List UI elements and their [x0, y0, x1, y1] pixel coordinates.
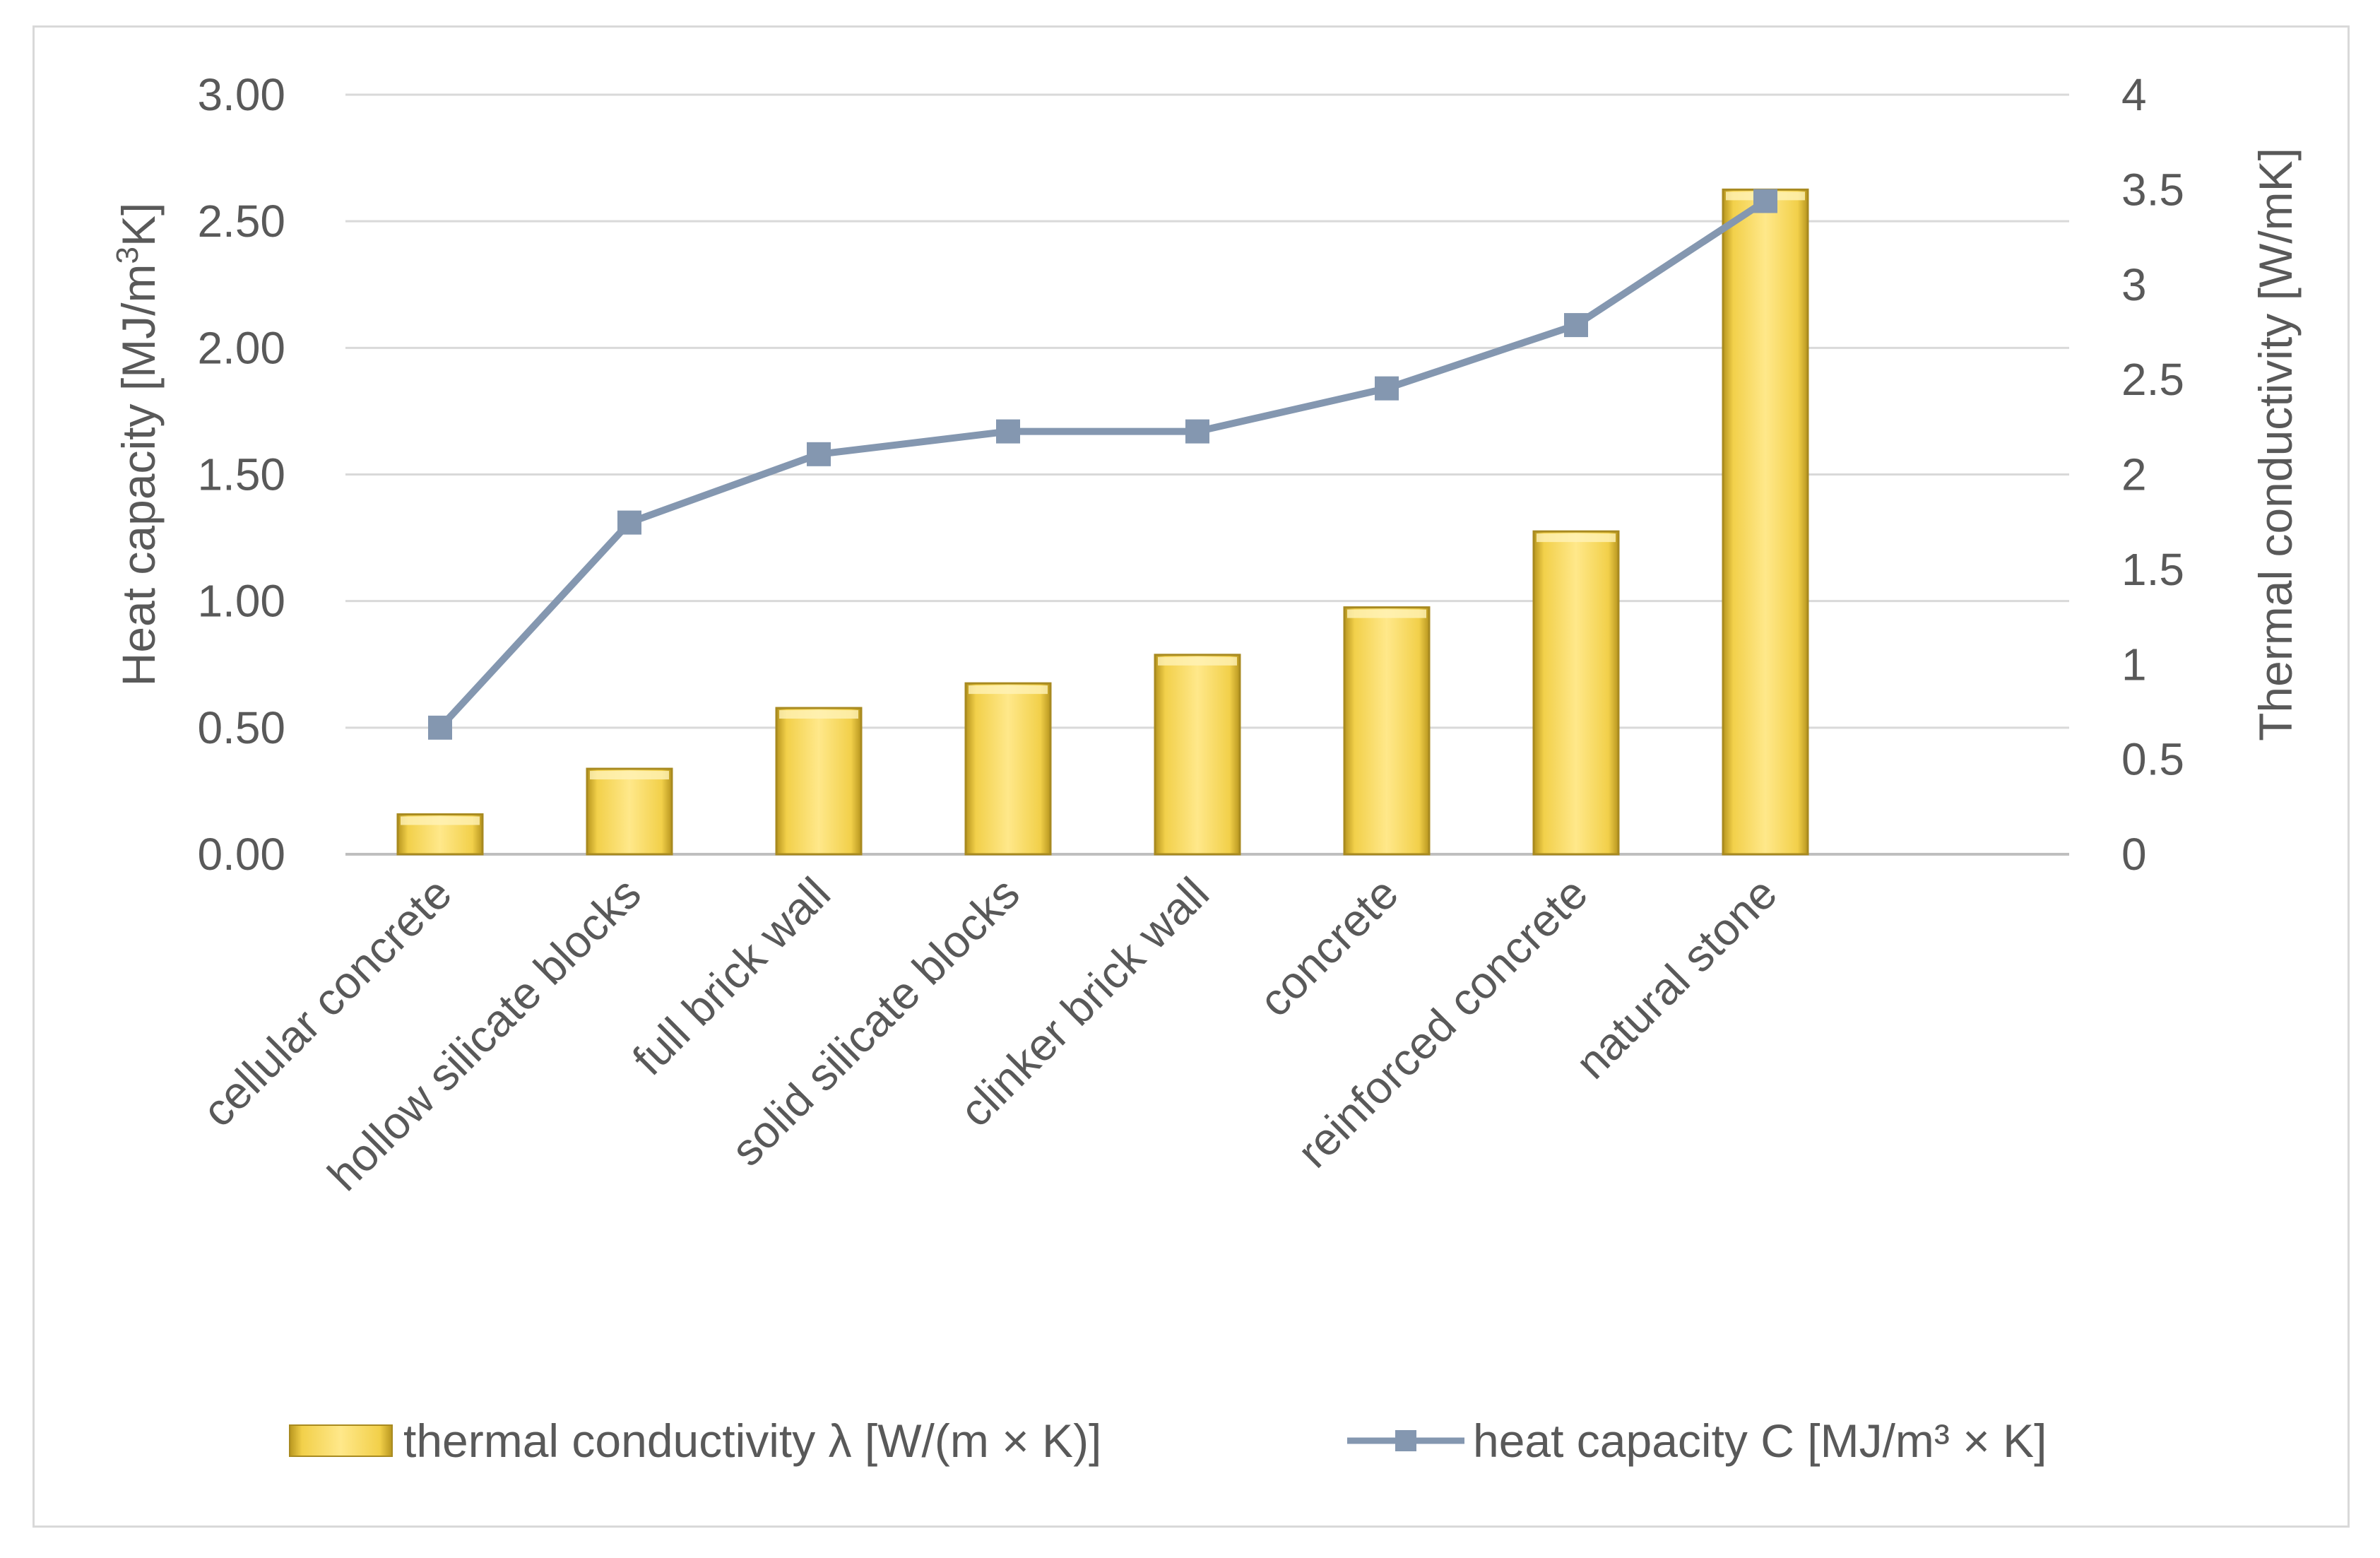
bar-highlight: [590, 771, 669, 780]
right-axis-title: Thermal conductivity [W/mK]: [2249, 148, 2302, 741]
bar: [586, 767, 673, 856]
right-tick-label: 4: [2121, 69, 2147, 120]
right-tick-label: 2.5: [2121, 354, 2184, 405]
bar-group: [1532, 530, 1620, 856]
bar-group: [1343, 606, 1431, 856]
bar-group: [396, 813, 484, 856]
bar: [775, 707, 863, 856]
bar-group: [964, 682, 1052, 856]
category-label: natural stone: [1565, 868, 1787, 1089]
right-tick-label: 2: [2121, 449, 2147, 500]
right-tick-label: 3: [2121, 259, 2147, 310]
bar-group: [775, 707, 863, 856]
bar-highlight: [779, 710, 858, 719]
bar: [1532, 530, 1620, 856]
legend-bar-label: thermal conductivity λ [W/(m × K)]: [403, 1415, 1101, 1467]
bar-highlight: [1537, 533, 1616, 543]
right-tick-label: 1.5: [2121, 544, 2184, 595]
bar-highlight: [969, 685, 1048, 695]
category-label: concrete: [1249, 868, 1407, 1026]
bar-series: [396, 188, 1809, 856]
legend-line-marker: [1395, 1430, 1416, 1451]
line-marker: [428, 715, 452, 740]
line-series: [428, 189, 1777, 740]
left-axis-ticks: 0.00 0.50 1.00 1.50 2.00 2.50 3.00: [197, 69, 285, 880]
left-tick-label: 2.00: [197, 322, 285, 373]
right-tick-label: 0.5: [2121, 734, 2184, 785]
bar-group: [1722, 188, 1809, 856]
line-marker: [1753, 189, 1777, 213]
left-axis-title: Heat capacity [MJ/m3K]: [110, 203, 165, 687]
line-marker: [1564, 313, 1588, 338]
category-label: hollow silicate blocks: [318, 868, 651, 1200]
chart: 0.00 0.50 1.00 1.50 2.00 2.50 3.00 0 0.5 1 1.5 2 2.…: [110, 69, 2302, 1467]
line-marker: [1375, 376, 1399, 401]
line-marker: [807, 442, 831, 466]
right-tick-label: 0: [2121, 829, 2147, 880]
left-tick-label: 1.50: [197, 449, 285, 500]
left-tick-label: 2.50: [197, 196, 285, 247]
bar: [1343, 606, 1431, 856]
line-marker: [617, 510, 641, 535]
line-marker: [1185, 419, 1209, 444]
left-tick-label: 0.00: [197, 829, 285, 880]
heat-capacity-line: [437, 198, 1768, 731]
left-tick-label: 3.00: [197, 69, 285, 120]
bar-highlight: [1347, 609, 1426, 618]
bar: [964, 682, 1052, 856]
line-marker: [996, 419, 1020, 444]
bar-highlight: [1158, 656, 1237, 666]
legend-line-label: heat capacity C [MJ/m³ × K]: [1473, 1415, 2047, 1467]
legend: thermal conductivity λ [W/(m × K)] heat …: [289, 1415, 2047, 1467]
bar-group: [1154, 654, 1241, 856]
bar: [1154, 654, 1241, 856]
left-tick-label: 0.50: [197, 702, 285, 753]
bar: [1722, 188, 1809, 856]
chart-frame: 0.00 0.50 1.00 1.50 2.00 2.50 3.00 0 0.5 1 1.5 2 2.…: [32, 25, 2350, 1528]
category-label: full brick wall: [622, 868, 839, 1085]
legend-bar-swatch: [289, 1424, 393, 1457]
bar-group: [586, 767, 673, 856]
left-tick-label: 1.00: [197, 576, 285, 627]
right-tick-label: 1: [2121, 639, 2147, 690]
right-axis-ticks: 0 0.5 1 1.5 2 2.5 3 3.5 4: [2121, 69, 2184, 880]
bar-highlight: [401, 816, 480, 825]
right-tick-label: 3.5: [2121, 164, 2184, 215]
